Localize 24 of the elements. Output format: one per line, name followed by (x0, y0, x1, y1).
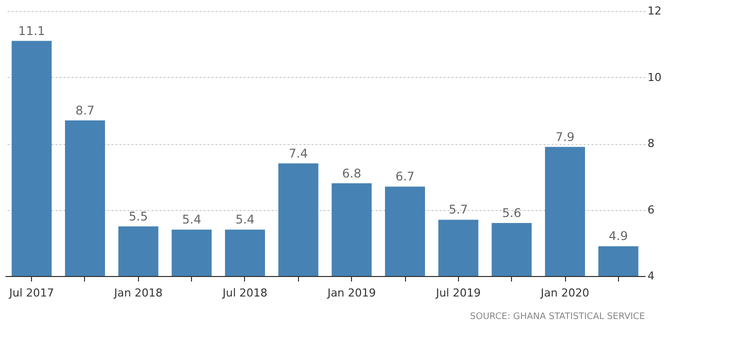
data-label: 5.4 (235, 212, 255, 227)
data-label: 4.9 (608, 229, 628, 244)
data-label: 5.6 (502, 206, 522, 220)
x-tick-label: Jan 2019 (326, 286, 376, 300)
y-tick-label: 12 (648, 4, 662, 18)
data-label: 7.4 (288, 146, 308, 160)
data-label: 8.7 (75, 103, 95, 118)
source-note: SOURCE: GHANA STATISTICAL SERVICE (470, 312, 646, 322)
y-tick-label: 10 (648, 70, 662, 84)
data-label: 5.7 (448, 202, 468, 217)
x-tick-label: Jan 2020 (540, 286, 590, 300)
y-tick-label: 4 (648, 270, 654, 282)
x-tick-label: Jan 2018 (113, 286, 163, 300)
y-tick-label: 8 (648, 137, 654, 150)
data-label: 6.7 (395, 170, 415, 184)
data-label: 6.8 (342, 166, 362, 180)
x-tick-label: Jul 2017 (8, 286, 54, 300)
x-tick-label: Jul 2018 (222, 286, 268, 300)
data-label: 11.1 (18, 24, 46, 38)
data-label: 5.4 (182, 212, 202, 227)
data-label: 5.5 (128, 209, 148, 224)
y-tick-label: 6 (648, 203, 654, 216)
data-label: 7.9 (555, 130, 575, 144)
x-tick-label: Jul 2019 (434, 286, 481, 300)
